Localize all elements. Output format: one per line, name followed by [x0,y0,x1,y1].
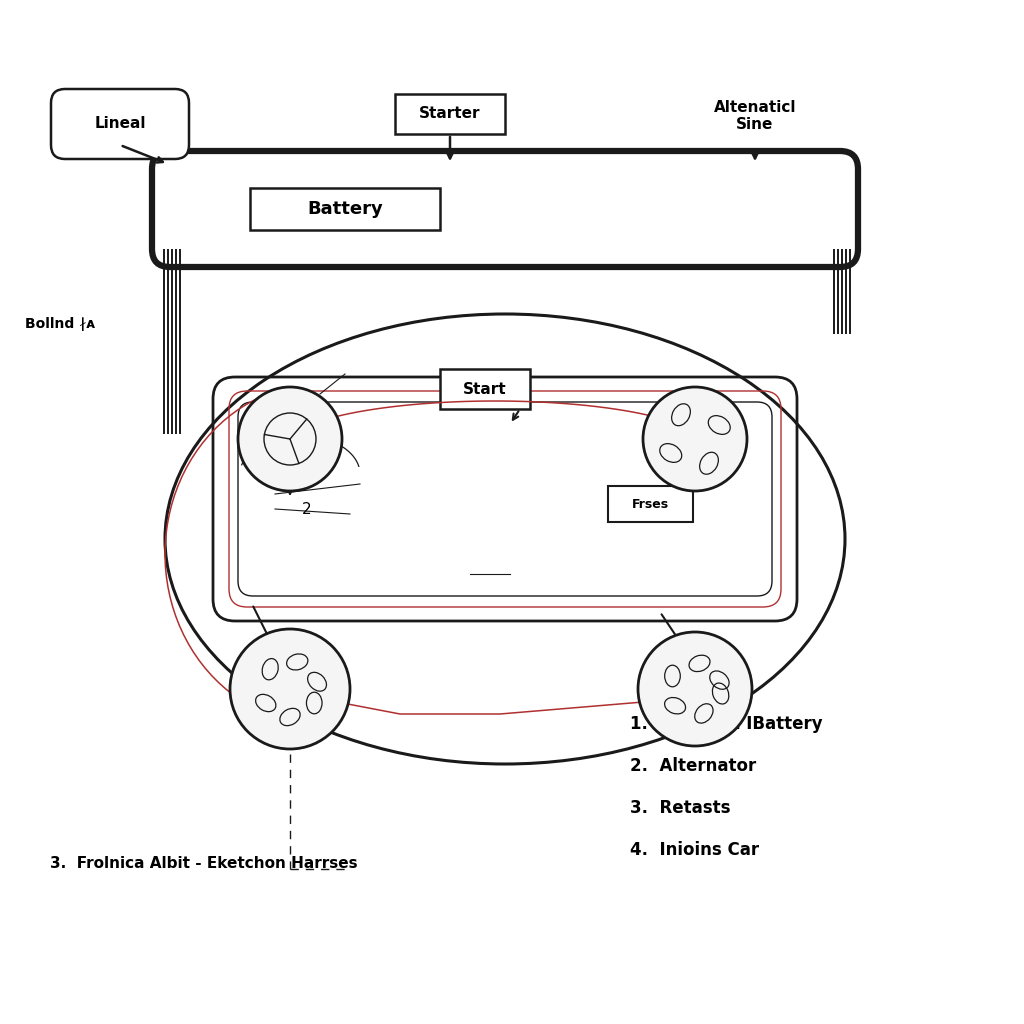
Circle shape [238,387,342,490]
Text: Battery: Battery [307,200,383,218]
Text: 2: 2 [302,502,311,516]
Text: 4.  Inioins Car: 4. Inioins Car [630,841,759,859]
Circle shape [643,387,746,490]
Text: 3.  Frolnica Albit - Eketchon Harrses: 3. Frolnica Albit - Eketchon Harrses [50,856,357,871]
FancyBboxPatch shape [395,94,505,134]
FancyBboxPatch shape [51,89,189,159]
Text: Starter: Starter [419,106,480,122]
Text: 3.  Retasts: 3. Retasts [630,799,730,817]
Text: Lineal: Lineal [94,117,145,131]
FancyBboxPatch shape [440,369,530,409]
Text: 1.  Electrica IBattery: 1. Electrica IBattery [630,715,822,733]
Circle shape [230,629,350,749]
Text: 2.  Alternator: 2. Alternator [630,757,757,775]
Text: Start: Start [463,382,507,396]
Text: Altenaticl
Sine: Altenaticl Sine [714,99,797,132]
Text: Bollnd ∤ᴀ: Bollnd ∤ᴀ [25,317,95,331]
Circle shape [638,632,752,746]
Text: Frses: Frses [632,498,669,511]
FancyBboxPatch shape [607,486,692,522]
FancyBboxPatch shape [250,188,440,230]
